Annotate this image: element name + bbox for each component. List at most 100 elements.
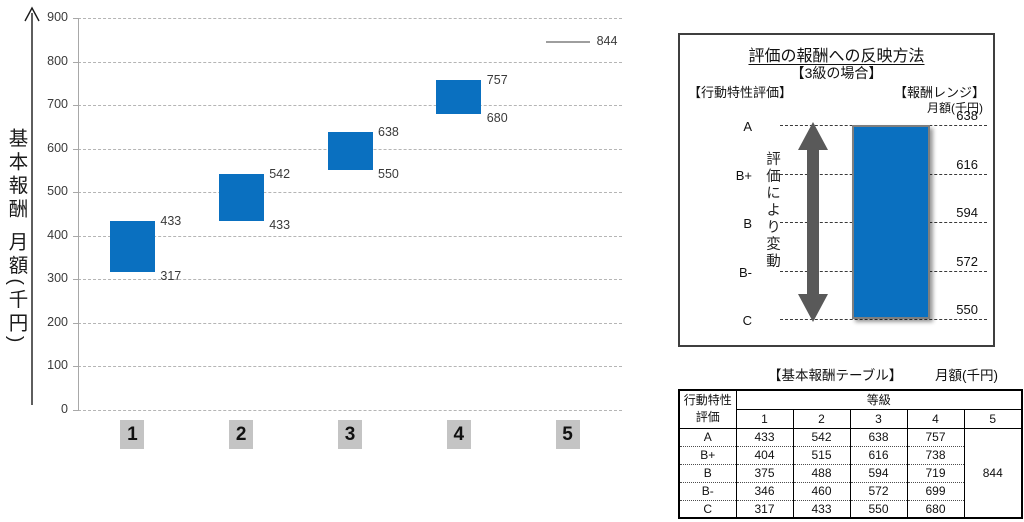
y-tick-mark bbox=[73, 279, 79, 281]
evaluation-reflection-diagram: 評価の報酬への反映方法 【3級の場合】 【行動特性評価】 【報酬レンジ】 月額(… bbox=[678, 33, 995, 347]
x-axis-label-grade-5: 5 bbox=[555, 420, 580, 449]
row-label: A bbox=[678, 427, 737, 447]
level-value-label: 616 bbox=[956, 156, 978, 172]
bar-max-label: 433 bbox=[160, 214, 182, 229]
value-cell: 404 bbox=[735, 445, 794, 465]
grade-column-header-2: 2 bbox=[792, 408, 851, 429]
table-unit-label: 月額(千円) bbox=[935, 368, 998, 383]
y-tick-label: 700 bbox=[47, 97, 68, 112]
value-cell: 680 bbox=[906, 499, 965, 519]
level-dashed-line-C bbox=[780, 319, 987, 320]
gridline-900 bbox=[78, 18, 622, 19]
value-cell: 375 bbox=[735, 463, 794, 483]
y-tick-label: 100 bbox=[47, 358, 68, 373]
range-bar-grade-1 bbox=[109, 221, 155, 272]
level-grade-label: C bbox=[742, 313, 752, 328]
gridline-500 bbox=[78, 192, 622, 194]
value-cell: 515 bbox=[792, 445, 851, 465]
y-tick-label: 500 bbox=[47, 184, 68, 199]
range-bar-grade-2 bbox=[218, 173, 264, 222]
diagram-unit-label: 月額(千円) bbox=[927, 101, 983, 115]
row-label: C bbox=[678, 499, 737, 519]
value-cell: 719 bbox=[906, 463, 965, 483]
row-label: B- bbox=[678, 481, 737, 501]
level-value-label: 550 bbox=[956, 302, 978, 317]
value-cell: 460 bbox=[792, 481, 851, 501]
row-label: B bbox=[678, 463, 737, 483]
y-tick-label: 800 bbox=[47, 53, 68, 68]
bar-max-label: 542 bbox=[269, 166, 291, 181]
grade-column-header-5: 5 bbox=[963, 408, 1023, 429]
bar-min-label: 433 bbox=[269, 218, 291, 233]
gridline-800 bbox=[78, 61, 622, 63]
single-value-label: 844 bbox=[596, 34, 618, 49]
x-axis-label-grade-1: 1 bbox=[120, 420, 145, 449]
value-cell: 433 bbox=[735, 427, 794, 447]
range-bar-grade-3 bbox=[327, 132, 373, 171]
bar-min-label: 317 bbox=[160, 268, 182, 283]
range-bar-grade-4 bbox=[436, 80, 482, 114]
y-axis-arrow-icon bbox=[24, 6, 40, 405]
x-axis-label-grade-3: 3 bbox=[338, 420, 362, 449]
table-row-A: A 433 542 638 757 844 bbox=[678, 427, 1023, 519]
table-title: 【基本報酬テーブル】 bbox=[768, 368, 903, 383]
gridline-0 bbox=[78, 410, 622, 411]
bar-min-label: 550 bbox=[378, 167, 399, 182]
level-value-label: 594 bbox=[956, 205, 978, 220]
value-cell: 616 bbox=[849, 445, 908, 465]
y-axis-title: 基本報酬 月額(千円) bbox=[5, 128, 27, 347]
y-tick-label: 0 bbox=[61, 402, 68, 416]
bar-max-label: 638 bbox=[378, 125, 399, 140]
y-tick-label: 900 bbox=[47, 10, 68, 24]
y-tick-label: 600 bbox=[47, 140, 68, 155]
gridline-400 bbox=[78, 235, 622, 237]
value-cell: 542 bbox=[792, 427, 851, 447]
y-tick-mark bbox=[73, 410, 79, 411]
level-grade-label: B+ bbox=[735, 167, 752, 183]
value-cell: 317 bbox=[735, 499, 794, 519]
salary-range-chart: 基本報酬 月額(千円) 0 100 200 300 400 500 600 700 800 900… bbox=[5, 6, 622, 449]
grade5-merged-cell: 844 bbox=[963, 427, 1023, 519]
diagram-title: 評価の報酬への反映方法 bbox=[748, 48, 925, 65]
y-tick-label: 400 bbox=[47, 227, 68, 242]
row-label: B+ bbox=[678, 445, 737, 465]
gridline-200 bbox=[78, 322, 622, 324]
salary-range-header: 【報酬レンジ】 bbox=[893, 85, 985, 100]
level-value-label: 638 bbox=[956, 108, 978, 123]
gridline-300 bbox=[78, 279, 622, 281]
value-cell: 550 bbox=[849, 499, 908, 519]
single-value-line-grade-5 bbox=[545, 41, 590, 44]
y-tick-mark bbox=[73, 148, 79, 150]
grade-column-header-1: 1 bbox=[735, 408, 794, 429]
value-cell: 488 bbox=[792, 463, 851, 483]
grade-column-header-3: 3 bbox=[849, 408, 908, 429]
value-cell: 699 bbox=[906, 481, 965, 501]
value-cell: 572 bbox=[849, 481, 908, 501]
y-tick-mark bbox=[73, 366, 79, 368]
value-cell: 433 bbox=[792, 499, 851, 519]
x-axis-label-grade-2: 2 bbox=[229, 420, 254, 449]
gridline-700 bbox=[78, 105, 622, 107]
x-axis-label-grade-4: 4 bbox=[446, 420, 471, 449]
value-cell: 757 bbox=[906, 427, 965, 447]
table-row-B-: B- 346 460 572 699 bbox=[678, 481, 1022, 501]
y-tick-mark bbox=[73, 61, 79, 63]
bar-min-label: 680 bbox=[486, 110, 508, 125]
up-down-arrow-icon bbox=[798, 122, 828, 322]
level-grade-label: B- bbox=[739, 264, 752, 280]
y-tick-mark bbox=[73, 105, 79, 107]
grade-column-header-4: 4 bbox=[906, 408, 965, 429]
table-row-B: B 375 488 594 719 bbox=[678, 463, 1022, 483]
level-grade-label: A bbox=[743, 119, 752, 134]
value-cell: 638 bbox=[849, 427, 908, 447]
diagram-subtitle: 【3級の場合】 bbox=[790, 65, 883, 81]
y-tick-label: 300 bbox=[47, 271, 68, 286]
y-tick-mark bbox=[73, 322, 79, 324]
table-row-C: C 317 433 550 680 bbox=[678, 499, 1022, 519]
plot-left-border bbox=[78, 18, 79, 410]
y-tick-label: 200 bbox=[47, 314, 68, 329]
value-cell: 594 bbox=[849, 463, 908, 483]
arrow-label: 評価により変動 bbox=[764, 151, 780, 270]
